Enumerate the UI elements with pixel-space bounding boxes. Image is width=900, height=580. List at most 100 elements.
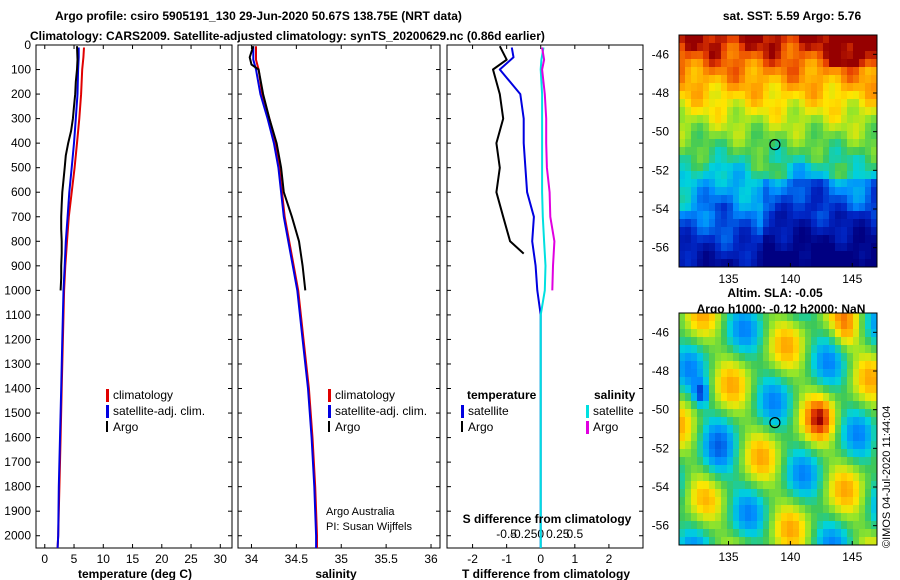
map-cell	[853, 521, 860, 530]
map-cell	[853, 243, 860, 252]
map-cell	[703, 337, 710, 346]
map-cell	[709, 155, 716, 164]
map-cell	[799, 179, 806, 188]
map-cell	[769, 83, 776, 92]
map-cell	[781, 537, 788, 545]
map-cell	[865, 155, 872, 164]
map-cell	[847, 43, 854, 52]
map-cell	[679, 139, 686, 148]
map-cell	[733, 147, 740, 156]
map-cell	[739, 473, 746, 482]
map-cell	[745, 529, 752, 538]
depth-tick-label: 1700	[4, 455, 31, 469]
depth-tick-label: 1000	[4, 283, 31, 297]
map-cell	[799, 505, 806, 514]
depth-tick-label: 1400	[4, 382, 31, 396]
map-cell	[679, 227, 686, 236]
map-cell	[817, 115, 824, 124]
map-cell	[715, 43, 722, 52]
map-cell	[823, 321, 830, 330]
map-cell	[871, 457, 877, 466]
map-cell	[823, 337, 830, 346]
map-cell	[733, 473, 740, 482]
map-cell	[709, 481, 716, 490]
map-cell	[811, 497, 818, 506]
map-cell	[685, 227, 692, 236]
map-cell	[799, 377, 806, 386]
map-cell	[679, 513, 686, 522]
map-cell	[805, 211, 812, 220]
series-line-argo	[248, 45, 307, 291]
map-cell	[769, 35, 776, 44]
map-cell	[835, 227, 842, 236]
map-cell	[793, 139, 800, 148]
map-cell	[787, 393, 794, 402]
map-cell	[829, 457, 836, 466]
map-ytick-label: -50	[652, 403, 670, 417]
map-cell	[685, 203, 692, 212]
map-cell	[865, 441, 872, 450]
map-cell	[769, 139, 776, 148]
map-cell	[787, 433, 794, 442]
map-cell	[829, 433, 836, 442]
map-cell	[805, 83, 812, 92]
map-cell	[733, 203, 740, 212]
map-cell	[841, 147, 848, 156]
map-cell	[781, 481, 788, 490]
map-cell	[823, 51, 830, 60]
map-cell	[763, 251, 770, 260]
map-cell	[721, 353, 728, 362]
map-cell	[787, 449, 794, 458]
map-cell	[769, 91, 776, 100]
map-cell	[823, 115, 830, 124]
map-cell	[775, 147, 782, 156]
map-cell	[697, 115, 704, 124]
map-cell	[715, 457, 722, 466]
map-cell	[775, 473, 782, 482]
map-cell	[739, 505, 746, 514]
map-cell	[775, 313, 782, 322]
map-cell	[859, 393, 866, 402]
legend-label-t-satellite: satellite	[468, 404, 509, 418]
map-cell	[733, 337, 740, 346]
map-cell	[823, 361, 830, 370]
map-cell	[829, 481, 836, 490]
map-cell	[721, 179, 728, 188]
map-cell	[715, 179, 722, 188]
map-cell	[775, 43, 782, 52]
map-cell	[805, 537, 812, 545]
map-cell	[727, 67, 734, 76]
map-cell	[769, 409, 776, 418]
map-cell	[733, 529, 740, 538]
map-cell	[793, 513, 800, 522]
legend-swatch-satellite	[106, 405, 109, 418]
map-cell	[703, 99, 710, 108]
map-cell	[691, 235, 698, 244]
map-cell	[751, 385, 758, 394]
map-cell	[763, 409, 770, 418]
map-cell	[841, 211, 848, 220]
map-cell	[745, 43, 752, 52]
map-cell	[823, 433, 830, 442]
map-cell	[715, 195, 722, 204]
map-cell	[769, 417, 776, 426]
map-cell	[853, 329, 860, 338]
map-cell	[769, 131, 776, 140]
depth-tick-label: 1100	[5, 308, 31, 322]
map-cell	[733, 457, 740, 466]
map-cell	[727, 353, 734, 362]
map-cell	[733, 243, 740, 252]
map-cell	[745, 115, 752, 124]
map-cell	[853, 425, 860, 434]
map-cell	[727, 441, 734, 450]
map-cell	[865, 361, 872, 370]
map-cell	[847, 345, 854, 354]
legend-title-temperature: temperature	[467, 388, 537, 402]
map-cell	[835, 195, 842, 204]
map-cell	[865, 99, 872, 108]
map-cell	[685, 99, 692, 108]
map-cell	[811, 91, 818, 100]
map-cell	[817, 147, 824, 156]
map-cell	[871, 99, 877, 108]
map-cell	[709, 171, 716, 180]
